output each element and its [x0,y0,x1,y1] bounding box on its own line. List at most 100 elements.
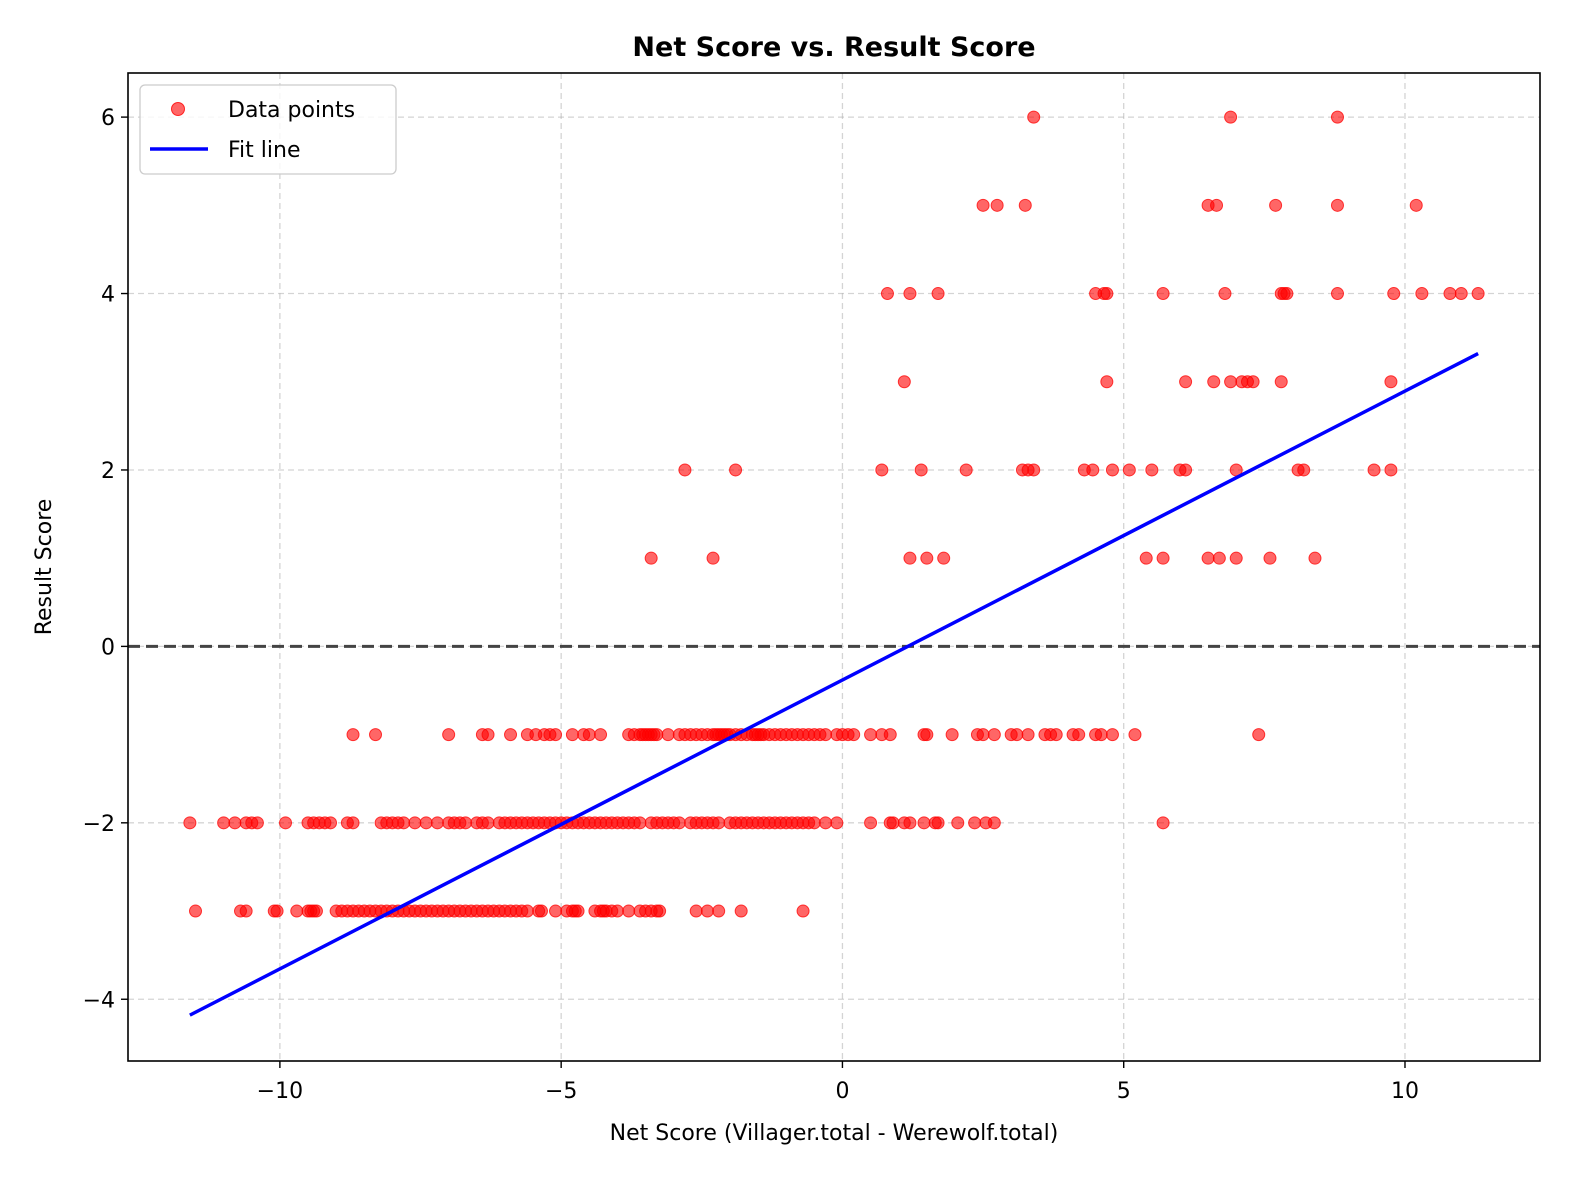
data-point [1156,816,1170,830]
y-tick-label: −4 [83,988,115,1013]
data-point [408,816,422,830]
y-tick-label: 6 [101,106,115,131]
data-point [1443,287,1457,301]
data-point [712,904,726,918]
data-point [830,816,844,830]
data-point [920,728,934,742]
data-point [397,816,411,830]
data-point [549,728,563,742]
data-point [931,816,945,830]
data-point [1100,375,1114,389]
data-point [650,728,664,742]
data-point [706,551,720,565]
data-point [1105,728,1119,742]
data-point [183,816,197,830]
data-point [937,551,951,565]
data-point [1049,728,1063,742]
data-point [1018,198,1032,212]
data-point [847,728,861,742]
data-point [729,463,743,477]
data-point [700,904,714,918]
data-point [1156,551,1170,565]
data-point [1274,375,1288,389]
data-point [442,728,456,742]
data-point [945,728,959,742]
data-point [1229,551,1243,565]
data-point [864,728,878,742]
y-tick-label: 0 [101,635,115,660]
data-point [920,551,934,565]
data-point [582,728,596,742]
data-point [1246,375,1260,389]
data-point [633,816,647,830]
fit-line-series [189,351,1479,1017]
data-point [346,816,360,830]
data-point [346,728,360,742]
data-point [1210,198,1224,212]
data-point [1021,728,1035,742]
data-point [1454,287,1468,301]
data-point [987,728,1001,742]
data-point [1384,463,1398,477]
data-point [990,198,1004,212]
data-point [1224,375,1238,389]
legend-box [139,84,397,175]
data-point [672,816,686,830]
data-point [1263,551,1277,565]
fit-line [189,351,1479,1017]
data-point [239,904,253,918]
data-point [369,728,383,742]
data-point [610,904,624,918]
data-point [504,728,518,742]
x-tick-label: 0 [835,1079,849,1104]
data-point [903,287,917,301]
data-point [864,816,878,830]
data-point [976,728,990,742]
data-point [819,816,833,830]
data-point [217,816,231,830]
data-point [653,904,667,918]
data-point [880,287,894,301]
data-point [1010,728,1024,742]
x-tick-label: 5 [1117,1079,1131,1104]
y-axis-label: Result Score [32,499,57,636]
data-point [1072,728,1086,742]
y-tick-label: 2 [101,459,115,484]
data-point [1471,287,1485,301]
data-point [1218,287,1232,301]
plot-area-frame [127,72,1541,1062]
data-point [897,375,911,389]
data-point [1367,463,1381,477]
x-tick-label: 10 [1391,1079,1419,1104]
axis-ticks: −10 −5 0 5 10 −4 −2 0 2 4 6 [83,106,1419,1104]
data-point [1308,551,1322,565]
data-point [1297,463,1311,477]
data-point [917,816,931,830]
data-point [1122,463,1136,477]
data-points-series [183,110,1485,918]
data-point [734,904,748,918]
data-point [270,904,284,918]
data-point [324,816,338,830]
data-point [1139,551,1153,565]
data-point [1409,198,1423,212]
data-point [678,463,692,477]
data-point [796,904,810,918]
data-point [250,816,264,830]
x-axis-label: Net Score (Villager.total - Werewolf.tot… [610,1121,1059,1146]
data-point [712,816,726,830]
data-point [1212,551,1226,565]
data-point [1179,375,1193,389]
data-point [689,904,703,918]
data-point [931,287,945,301]
data-point [886,816,900,830]
data-point [1086,463,1100,477]
data-point [1207,375,1221,389]
data-point [594,728,608,742]
data-point [1330,198,1344,212]
data-point [976,198,990,212]
data-point [481,728,495,742]
